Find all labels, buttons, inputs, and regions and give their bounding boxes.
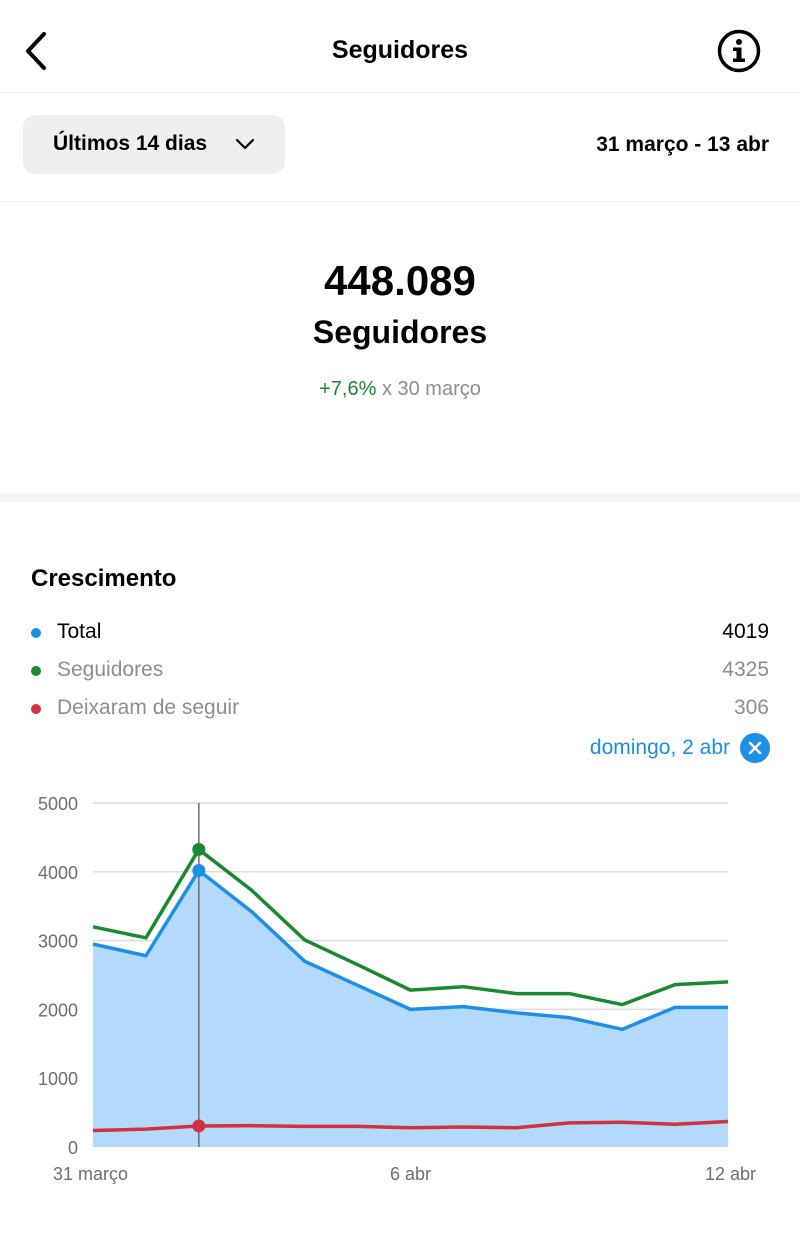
followers-selected-point <box>192 842 206 856</box>
unfollows-selected-point <box>192 1119 206 1133</box>
legend-total: Total 4019 <box>31 618 769 648</box>
x-tick-label: 12 abr <box>705 1164 756 1184</box>
legend-value-unfollows: 306 <box>733 696 769 719</box>
legend-label-followers: Seguidores <box>57 658 164 681</box>
x-tick-label: 31 março <box>53 1164 128 1184</box>
legend-value-followers: 4325 <box>722 658 769 681</box>
date-range-label: Últimos 14 dias <box>53 132 208 155</box>
follower-count-label: Seguidores <box>312 314 488 350</box>
growth-title: Crescimento <box>31 565 177 592</box>
page-title: Seguidores <box>331 36 469 64</box>
selected-date-label: domingo, 2 abr <box>589 736 730 759</box>
clear-selection-button[interactable] <box>740 733 770 763</box>
x-tick-label: 6 abr <box>390 1164 431 1184</box>
change-percent: +7,6% <box>319 378 377 400</box>
total-area <box>93 870 728 1147</box>
top-bar: Seguidores <box>0 0 800 93</box>
change-reference: x 30 março <box>376 378 481 400</box>
back-button[interactable] <box>18 28 58 74</box>
date-range-text: 31 março - 13 abr <box>596 133 769 156</box>
date-range-dropdown[interactable]: Últimos 14 dias <box>23 115 285 174</box>
legend-dot-unfollows <box>31 704 41 714</box>
y-tick-label: 0 <box>68 1138 78 1158</box>
section-divider <box>0 493 800 502</box>
legend-label-total: Total <box>57 620 102 643</box>
y-tick-label: 1000 <box>38 1069 78 1089</box>
y-tick-label: 3000 <box>38 932 78 952</box>
legend-label-unfollows: Deixaram de seguir <box>57 696 240 719</box>
follower-change: +7,6% x 30 março <box>0 378 800 401</box>
y-tick-label: 4000 <box>38 863 78 883</box>
y-tick-label: 2000 <box>38 1000 78 1020</box>
date-filter-row: Últimos 14 dias 31 março - 13 abr <box>0 93 800 202</box>
legend-followers: Seguidores 4325 <box>31 656 769 686</box>
chevron-left-icon <box>26 32 46 70</box>
info-button[interactable] <box>716 28 762 74</box>
legend-dot-total <box>31 628 41 638</box>
total-selected-point <box>192 863 206 877</box>
info-icon <box>717 29 761 73</box>
legend-value-total: 4019 <box>722 620 769 643</box>
chevron-down-icon <box>235 138 255 150</box>
close-icon <box>740 733 770 763</box>
growth-chart[interactable]: 0 1000 2000 3000 4000 5000 31 março 6 abr 12 abr <box>0 780 800 1200</box>
legend-dot-followers <box>31 666 41 676</box>
y-tick-label: 5000 <box>38 794 78 814</box>
follower-count: 448.089 <box>324 257 476 304</box>
legend-unfollows: Deixaram de seguir 306 <box>31 694 769 724</box>
